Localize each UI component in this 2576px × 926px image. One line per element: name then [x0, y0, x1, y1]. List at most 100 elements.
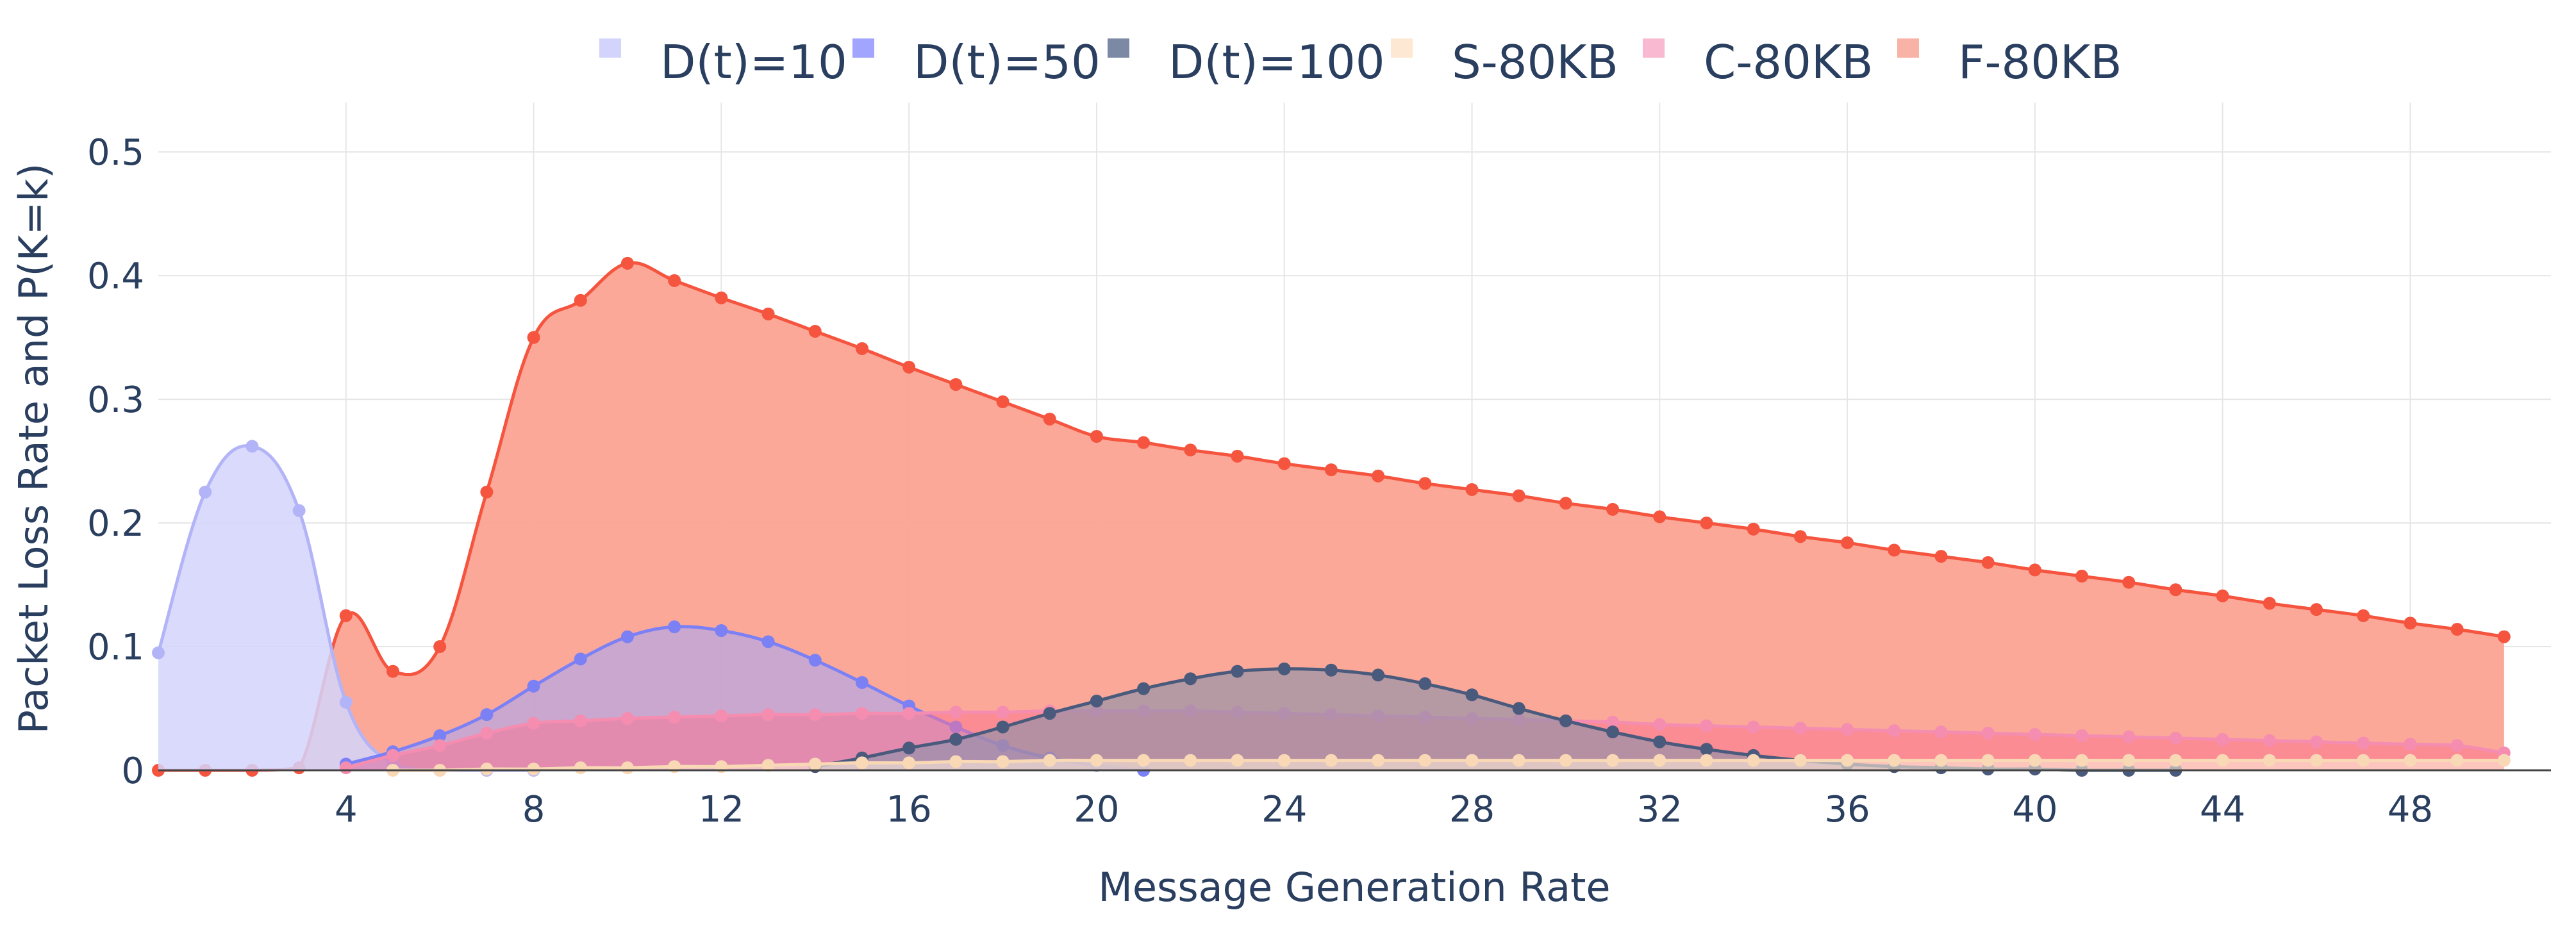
data-point-d-t-100[interactable] — [1231, 665, 1244, 678]
data-point-d-t-100[interactable] — [1465, 688, 1479, 702]
data-point-f-80kb[interactable] — [902, 360, 916, 374]
data-point-f-80kb[interactable] — [2310, 603, 2323, 616]
data-point-f-80kb[interactable] — [1465, 483, 1479, 496]
data-point-s-80kb[interactable] — [1700, 754, 1713, 767]
data-point-c-80kb[interactable] — [433, 739, 447, 752]
legend-item-d-t-50[interactable]: D(t)=50 — [852, 35, 1101, 89]
data-point-s-80kb[interactable] — [527, 763, 540, 776]
data-point-f-80kb[interactable] — [1793, 530, 1807, 543]
data-point-d-t-10[interactable] — [339, 695, 353, 709]
data-point-f-80kb[interactable] — [1888, 543, 1901, 557]
data-point-d-t-100[interactable] — [949, 732, 963, 746]
data-point-c-80kb[interactable] — [480, 727, 494, 740]
data-point-f-80kb[interactable] — [2263, 597, 2276, 610]
data-point-d-t-10[interactable] — [199, 485, 212, 499]
data-point-c-80kb[interactable] — [620, 711, 634, 725]
data-point-s-80kb[interactable] — [1324, 754, 1338, 767]
data-point-f-80kb[interactable] — [1231, 449, 1244, 463]
data-point-c-80kb[interactable] — [2450, 739, 2464, 752]
data-point-d-t-10[interactable] — [245, 440, 259, 453]
data-point-d-t-100[interactable] — [1418, 677, 1432, 690]
data-point-s-80kb[interactable] — [2216, 754, 2229, 767]
data-point-f-80kb[interactable] — [1841, 536, 1854, 549]
data-point-s-80kb[interactable] — [1934, 754, 1948, 767]
data-point-f-80kb[interactable] — [1606, 502, 1620, 516]
data-point-s-80kb[interactable] — [2028, 754, 2041, 767]
data-point-c-80kb[interactable] — [761, 708, 775, 722]
data-point-s-80kb[interactable] — [1653, 754, 1666, 767]
data-point-s-80kb[interactable] — [2497, 754, 2511, 767]
data-point-s-80kb[interactable] — [2075, 754, 2089, 767]
data-point-f-80kb[interactable] — [1934, 550, 1948, 563]
data-point-f-80kb[interactable] — [2169, 583, 2182, 597]
data-point-s-80kb[interactable] — [1981, 754, 1995, 767]
data-point-s-80kb[interactable] — [1606, 754, 1620, 767]
data-point-d-t-100[interactable] — [1043, 707, 1056, 720]
data-point-d-t-100[interactable] — [902, 741, 916, 755]
data-point-f-80kb[interactable] — [1277, 457, 1291, 470]
data-point-f-80kb[interactable] — [855, 342, 868, 355]
data-point-f-80kb[interactable] — [1184, 443, 1197, 457]
data-point-c-80kb[interactable] — [1793, 722, 1807, 735]
data-point-c-80kb[interactable] — [574, 714, 587, 727]
data-point-c-80kb[interactable] — [1981, 727, 1995, 740]
data-point-s-80kb[interactable] — [1372, 754, 1385, 767]
data-point-f-80kb[interactable] — [668, 274, 681, 287]
data-point-f-80kb[interactable] — [620, 256, 634, 270]
data-point-c-80kb[interactable] — [2404, 738, 2417, 751]
data-point-s-80kb[interactable] — [1465, 754, 1479, 767]
data-point-c-80kb[interactable] — [902, 707, 916, 720]
data-point-d-t-100[interactable] — [1700, 743, 1713, 756]
data-point-d-t-50[interactable] — [668, 620, 681, 634]
data-point-c-80kb[interactable] — [1934, 725, 1948, 739]
data-point-c-80kb[interactable] — [2310, 735, 2323, 748]
data-point-f-80kb[interactable] — [480, 485, 494, 499]
data-point-c-80kb[interactable] — [1606, 715, 1620, 729]
data-point-s-80kb[interactable] — [1559, 754, 1572, 767]
data-point-f-80kb[interactable] — [1747, 522, 1760, 536]
data-point-f-80kb[interactable] — [2404, 616, 2417, 630]
data-point-c-80kb[interactable] — [2122, 730, 2136, 743]
data-point-f-80kb[interactable] — [386, 665, 399, 678]
data-point-s-80kb[interactable] — [1090, 754, 1103, 767]
data-point-s-80kb[interactable] — [855, 756, 868, 770]
data-point-d-t-10[interactable] — [292, 504, 306, 517]
data-point-d-t-50[interactable] — [620, 630, 634, 643]
data-point-f-80kb[interactable] — [1090, 430, 1103, 443]
data-point-s-80kb[interactable] — [949, 755, 963, 768]
data-point-s-80kb[interactable] — [574, 761, 587, 775]
data-point-f-80kb[interactable] — [761, 307, 775, 320]
data-point-c-80kb[interactable] — [949, 706, 963, 719]
data-point-f-80kb[interactable] — [949, 377, 963, 391]
data-point-d-t-50[interactable] — [574, 652, 587, 666]
data-point-f-80kb[interactable] — [1981, 556, 1995, 569]
data-point-s-80kb[interactable] — [1184, 754, 1197, 767]
data-point-d-t-50[interactable] — [480, 708, 494, 722]
data-point-c-80kb[interactable] — [2169, 731, 2182, 745]
data-point-c-80kb[interactable] — [339, 761, 353, 775]
data-point-c-80kb[interactable] — [1841, 723, 1854, 736]
data-point-f-80kb[interactable] — [1559, 497, 1572, 510]
data-point-s-80kb[interactable] — [1277, 754, 1291, 767]
data-point-d-t-50[interactable] — [855, 675, 868, 689]
data-point-f-80kb[interactable] — [1372, 469, 1385, 483]
data-point-f-80kb[interactable] — [1700, 517, 1713, 530]
data-point-d-t-100[interactable] — [1559, 714, 1572, 727]
data-point-d-t-100[interactable] — [1606, 725, 1620, 739]
data-point-d-t-100[interactable] — [1137, 682, 1151, 695]
data-point-f-80kb[interactable] — [1043, 412, 1056, 426]
legend-item-d-t-10[interactable]: D(t)=10 — [599, 35, 847, 89]
data-point-d-t-100[interactable] — [1090, 694, 1103, 707]
data-point-d-t-100[interactable] — [1512, 702, 1525, 715]
data-point-s-80kb[interactable] — [620, 761, 634, 775]
data-point-s-80kb[interactable] — [2263, 754, 2276, 767]
data-point-c-80kb[interactable] — [386, 748, 399, 762]
data-point-d-t-10[interactable] — [152, 646, 165, 659]
data-point-c-80kb[interactable] — [2357, 736, 2370, 750]
data-point-s-80kb[interactable] — [2310, 754, 2323, 767]
data-point-s-80kb[interactable] — [1418, 754, 1432, 767]
data-point-f-80kb[interactable] — [1418, 477, 1432, 490]
data-point-c-80kb[interactable] — [808, 708, 822, 722]
data-point-c-80kb[interactable] — [855, 707, 868, 720]
data-point-s-80kb[interactable] — [1793, 754, 1807, 767]
